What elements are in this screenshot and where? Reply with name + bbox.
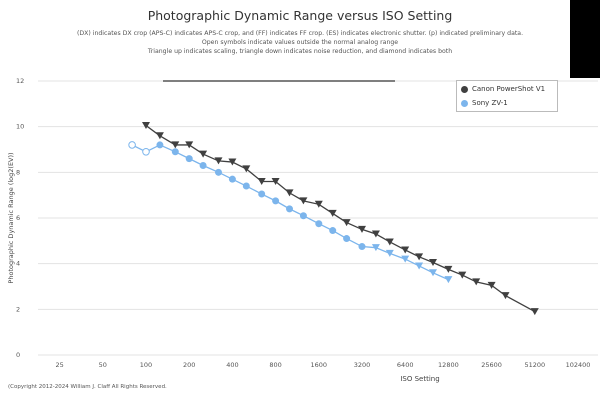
triangle-down-marker	[429, 259, 438, 267]
triangle-down-marker	[530, 308, 539, 316]
triangle-down-marker	[472, 278, 481, 286]
legend-item-canon[interactable]: Canon PowerShot V1	[457, 83, 557, 95]
legend-marker-sony	[461, 99, 468, 107]
triangle-down-marker	[487, 281, 496, 289]
triangle-down-marker	[271, 177, 280, 185]
legend-label: Sony ZV-1	[472, 99, 508, 107]
circle-marker	[343, 235, 351, 243]
triangle-down-marker	[142, 122, 150, 130]
y-tick-label: 6	[16, 214, 20, 222]
triangle-down-marker	[444, 276, 453, 284]
triangle-down-marker	[371, 230, 380, 238]
triangle-down-marker	[214, 157, 223, 165]
x-tick-label: 800	[269, 361, 281, 369]
x-tick-label: 12800	[438, 361, 459, 369]
circle-marker	[171, 148, 179, 156]
y-tick-label: 2	[16, 305, 20, 313]
triangle-down-marker	[199, 150, 208, 158]
x-tick-label: 6400	[397, 361, 414, 369]
legend-item-sony[interactable]: Sony ZV-1	[457, 97, 557, 109]
triangle-down-marker	[299, 197, 308, 205]
legend[interactable]: Canon PowerShot V1 Sony ZV-1	[456, 80, 558, 112]
copyright: (Copyright 2012-2024 William J. Claff Al…	[8, 384, 167, 390]
open-circle-marker	[142, 147, 150, 156]
legend-label: Canon PowerShot V1	[472, 85, 546, 93]
x-tick-label: 200	[183, 361, 195, 369]
x-tick-label: 102400	[566, 361, 591, 369]
triangle-down-marker	[314, 200, 323, 208]
circle-marker	[185, 155, 193, 163]
series-line	[131, 144, 449, 281]
circle-marker	[228, 175, 236, 183]
chart-subtitle-3: Triangle up indicates scaling, triangle …	[147, 48, 453, 55]
x-tick-label: 25	[55, 361, 63, 369]
y-tick-label: 12	[16, 77, 24, 85]
circle-marker	[272, 197, 280, 205]
triangle-down-marker	[285, 189, 294, 197]
triangle-down-marker	[328, 209, 337, 217]
triangle-down-marker	[358, 225, 366, 233]
triangle-down-marker	[501, 292, 510, 300]
chart-subtitle-1: (DX) indicates DX crop (APS-C) indicates…	[76, 30, 524, 37]
redaction-block	[570, 0, 600, 78]
triangle-down-marker	[185, 141, 194, 149]
triangle-down-marker	[458, 271, 467, 279]
triangle-down-marker	[228, 158, 237, 166]
chart-title: Photographic Dynamic Range versus ISO Se…	[147, 8, 453, 23]
triangle-down-marker	[371, 244, 380, 252]
x-tick-label: 3200	[354, 361, 371, 369]
circle-marker	[315, 220, 323, 228]
triangle-down-marker	[444, 265, 453, 273]
x-tick-label: 50	[99, 361, 107, 369]
triangle-down-marker	[415, 253, 424, 261]
x-tick-label: 1600	[311, 361, 328, 369]
y-tick-label: 0	[16, 351, 20, 359]
circle-marker	[258, 190, 266, 198]
x-tick-label: 400	[226, 361, 238, 369]
chart-subtitle-2: Open symbols indicate values outside the…	[201, 39, 399, 46]
triangle-down-marker	[401, 246, 410, 254]
y-tick-label: 4	[16, 260, 20, 268]
x-tick-label: 51200	[524, 361, 545, 369]
x-tick-label: 25600	[481, 361, 502, 369]
y-tick-label: 8	[16, 168, 20, 176]
circle-marker	[214, 168, 222, 176]
circle-marker	[299, 212, 307, 220]
circle-marker	[358, 243, 366, 251]
y-tick-label: 10	[16, 123, 24, 131]
circle-marker	[329, 227, 337, 235]
triangle-down-marker	[415, 262, 424, 270]
triangle-down-marker	[257, 177, 266, 185]
triangle-down-marker	[385, 238, 394, 246]
triangle-down-marker	[385, 249, 394, 257]
x-tick-label: 100	[140, 361, 152, 369]
triangle-down-marker	[171, 141, 180, 149]
circle-marker	[156, 141, 164, 149]
triangle-down-marker	[401, 255, 410, 263]
open-circle-marker	[128, 141, 136, 149]
triangle-down-marker	[429, 269, 438, 277]
circle-marker	[199, 161, 207, 169]
legend-marker-canon	[461, 85, 468, 93]
circle-marker	[286, 205, 294, 213]
y-axis-label: Photographic Dynamic Range (log2(EV))	[7, 152, 15, 283]
triangle-down-marker	[155, 132, 164, 140]
triangle-down-marker	[242, 165, 251, 173]
x-axis-label: ISO Setting	[400, 375, 439, 383]
circle-marker	[242, 182, 250, 190]
triangle-down-marker	[342, 219, 351, 227]
